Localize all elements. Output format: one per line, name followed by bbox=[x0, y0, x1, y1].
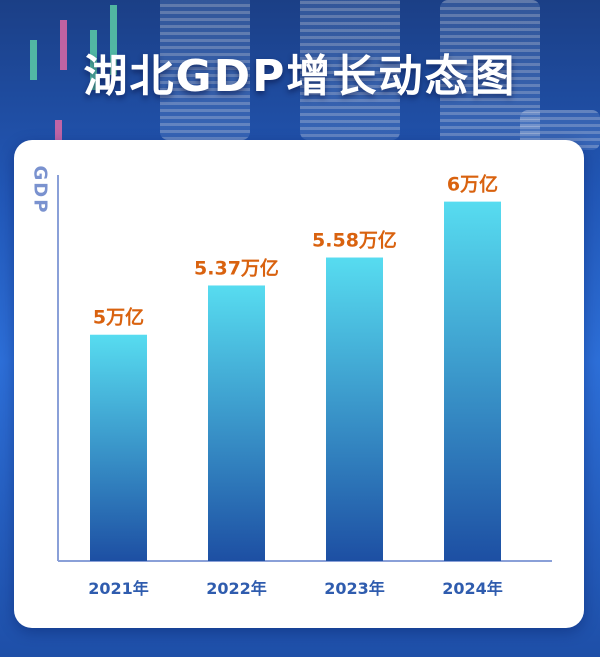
candlestick-decor bbox=[90, 30, 97, 90]
candlestick-decor bbox=[55, 120, 62, 140]
chart-card: GDP 5万亿 2021年 5.37万亿 2022年 5.58万亿 2023年 6万亿 2024… bbox=[14, 140, 584, 628]
bar bbox=[90, 334, 147, 561]
coin-stack-decor bbox=[160, 0, 250, 140]
page-title: 湖北GDP增长动态图 bbox=[83, 51, 517, 102]
candlestick-decor bbox=[60, 20, 67, 70]
bar-data-label: 6万亿 bbox=[447, 173, 498, 196]
x-tick-label: 2023年 bbox=[324, 579, 385, 598]
x-tick-label: 2021年 bbox=[88, 579, 149, 598]
bar-data-label: 5万亿 bbox=[93, 306, 144, 329]
bar-data-label: 5.37万亿 bbox=[194, 256, 279, 279]
bar bbox=[208, 285, 265, 561]
coin-stack-decor bbox=[300, 0, 400, 140]
bar bbox=[444, 201, 501, 561]
candlestick-decor bbox=[30, 40, 37, 80]
bar-chart: GDP 5万亿 2021年 5.37万亿 2022年 5.58万亿 2023年 6万亿 2024… bbox=[30, 166, 552, 598]
bar bbox=[326, 257, 383, 561]
x-tick-label: 2024年 bbox=[442, 579, 503, 598]
x-tick-label: 2022年 bbox=[206, 579, 267, 598]
candlestick-decor bbox=[110, 5, 117, 75]
y-axis-label: GDP bbox=[30, 166, 51, 215]
coin-stack-decor bbox=[440, 0, 540, 150]
bar-data-label: 5.58万亿 bbox=[312, 229, 397, 252]
